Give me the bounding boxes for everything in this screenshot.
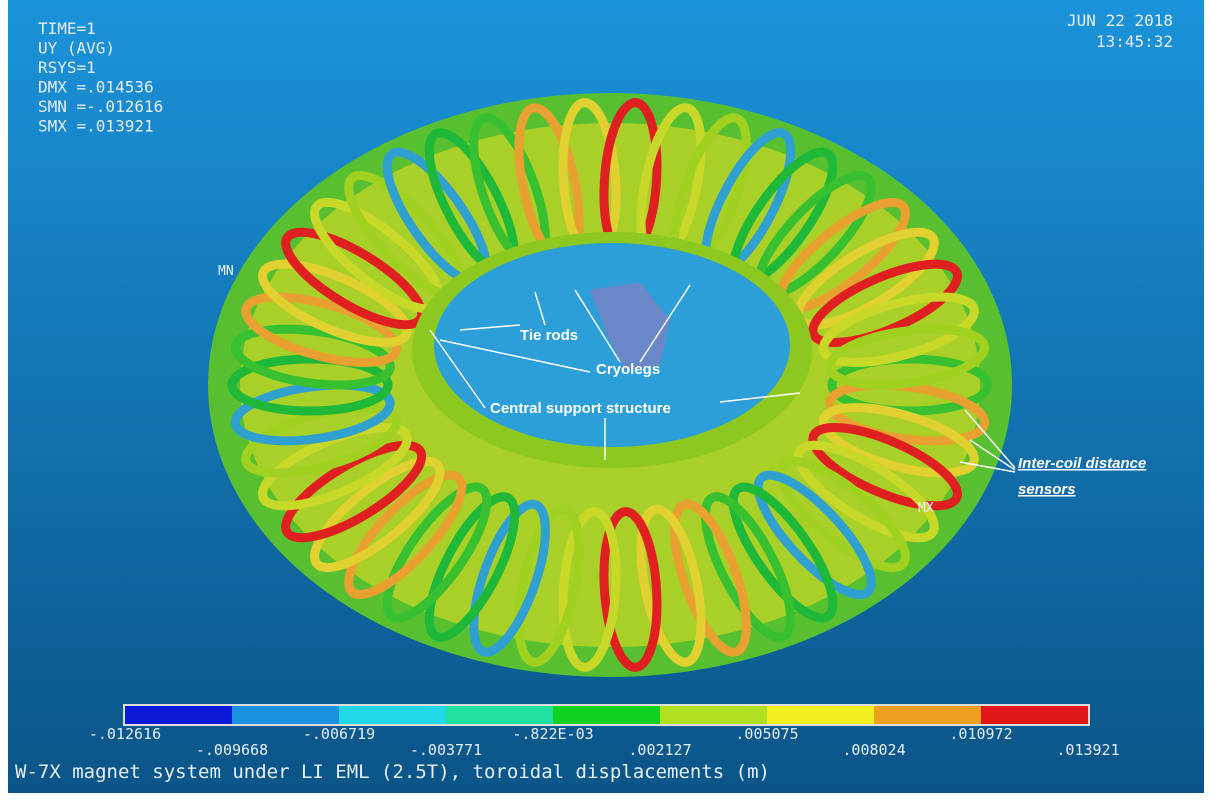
legend-label: .002127 [628,741,691,759]
legend-label: .013921 [1056,741,1119,759]
screenshot: Tie rods Cryolegs Central support struct… [0,0,1211,800]
clock: 13:45:32 [1096,32,1173,51]
caption: W-7X magnet system under LI EML (2.5T), … [15,761,770,783]
legend-label: -.003771 [410,741,482,759]
info-line: SMN =-.012616 [38,97,163,116]
legend-label: .008024 [842,741,905,759]
legend-swatch [446,706,553,724]
min-marker: MN [218,264,234,279]
annotation: Central support structure [490,400,671,417]
legend-swatch [874,706,981,724]
annotation: Inter-coil distance [1018,455,1146,472]
legend-swatch [767,706,874,724]
annotation: Tie rods [520,327,578,344]
legend-swatch [981,706,1088,724]
legend-label: -.822E-03 [512,725,593,743]
annotation: Cryolegs [596,361,660,378]
legend-label: -.006719 [303,725,375,743]
info-line: TIME=1 [38,19,96,38]
info-line: RSYS=1 [38,58,96,77]
legend-swatch [660,706,767,724]
max-marker: MX [918,501,934,516]
info-line: DMX =.014536 [38,78,154,97]
info-line: SMX =.013921 [38,117,154,136]
legend-label: -.009668 [196,741,268,759]
legend-swatch [232,706,339,724]
legend-swatch [125,706,232,724]
page: Tie rods Cryolegs Central support struct… [0,0,1211,800]
info-line: UY (AVG) [38,39,115,58]
date: JUN 22 2018 [1067,11,1173,30]
annotation: sensors [1018,481,1076,498]
legend-swatch [553,706,660,724]
legend-label: .010972 [949,725,1012,743]
legend-swatch [339,706,446,724]
legend-label: -.012616 [89,725,161,743]
legend-label: .005075 [735,725,798,743]
